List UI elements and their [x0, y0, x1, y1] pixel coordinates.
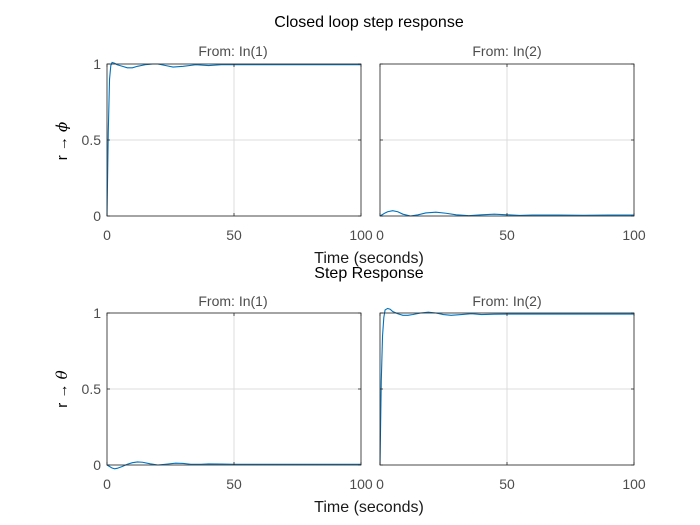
- xtick-label-top-right: 100: [622, 227, 646, 243]
- xtick-label-bottom-left: 50: [226, 476, 242, 492]
- panel-bottom-left: 0 50 100 0 0.5 1: [82, 305, 373, 492]
- xtick-label-top-right: 50: [499, 227, 515, 243]
- panel-bottom-right: 0 50 100: [376, 307, 646, 492]
- ytick-label-bottom-left: 1: [93, 305, 101, 321]
- ytick-label-bottom-left: 0: [93, 457, 101, 473]
- ylabel-top-symbol: ϕ: [53, 122, 71, 132]
- series-line-bottom-left: [106, 461, 361, 470]
- subtitle-bottom-right: From: In(2): [472, 293, 541, 309]
- xtick-label-top-left: 100: [349, 227, 373, 243]
- ylabel-top-prefix: r →: [54, 132, 71, 160]
- xlabel-bottom: Time (seconds): [314, 499, 424, 516]
- xlabel-top: Time (seconds): [314, 250, 424, 267]
- series-line-bottom-right: [379, 307, 634, 466]
- subtitle-top-left: From: In(1): [198, 43, 267, 59]
- ytick-label-top-left: 0.5: [82, 132, 102, 148]
- xtick-label-bottom-right: 0: [376, 476, 384, 492]
- xtick-label-top-left: 0: [103, 227, 111, 243]
- series-line-top-right: [379, 210, 634, 217]
- ylabel-bottom: r → θ: [53, 370, 71, 407]
- ytick-label-bottom-left: 0.5: [82, 381, 102, 397]
- figure-title-top: Closed loop step response: [274, 14, 464, 31]
- panel-top-right: 0 50 100: [376, 63, 646, 243]
- xtick-label-top-right: 0: [376, 227, 384, 243]
- panel-top-left: 0 50 100 0 0.5 1: [82, 56, 373, 243]
- ytick-label-top-left: 0: [93, 208, 101, 224]
- xtick-label-bottom-right: 100: [622, 476, 646, 492]
- xtick-label-bottom-left: 100: [349, 476, 373, 492]
- ytick-label-top-left: 1: [93, 56, 101, 72]
- ylabel-bottom-symbol: θ: [53, 370, 71, 379]
- subtitle-top-right: From: In(2): [472, 43, 541, 59]
- figure-title-bottom: Step Response: [314, 265, 424, 282]
- ylabel-bottom-prefix: r →: [54, 379, 71, 407]
- xtick-label-top-left: 50: [226, 227, 242, 243]
- subtitle-bottom-left: From: In(1): [198, 293, 267, 309]
- xtick-label-bottom-right: 50: [499, 476, 515, 492]
- xtick-label-bottom-left: 0: [103, 476, 111, 492]
- ylabel-top: r → ϕ: [53, 122, 71, 161]
